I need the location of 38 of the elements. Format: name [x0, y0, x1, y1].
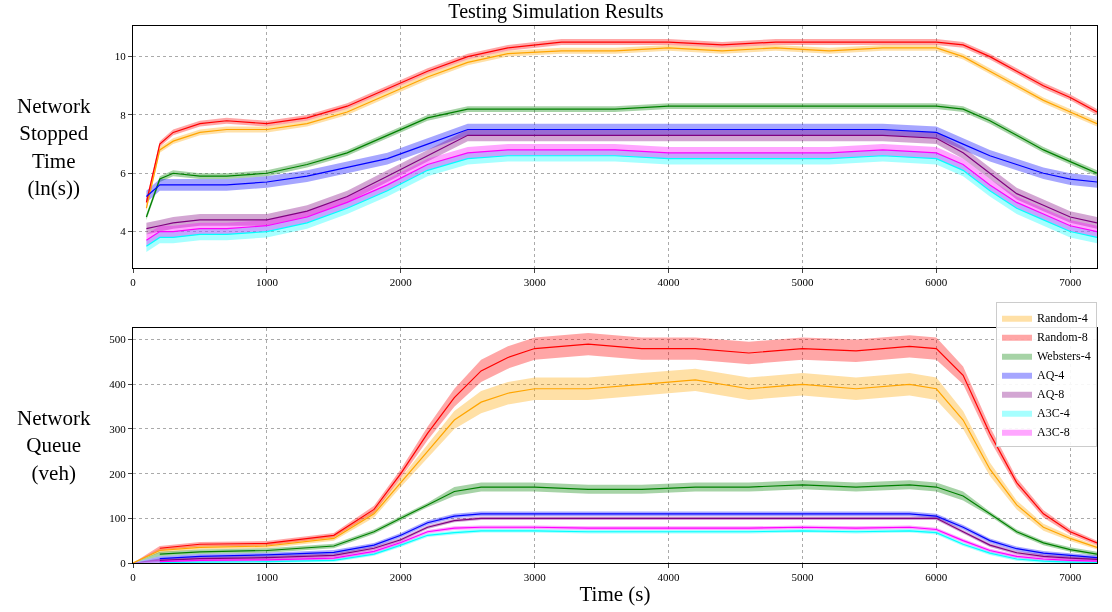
x-tick-label: 1000 — [255, 571, 279, 584]
x-tick-label: 5000 — [791, 571, 814, 584]
y-tick-label: 300 — [109, 422, 127, 435]
x-tick-label: 6000 — [925, 571, 948, 584]
chart-title: Testing Simulation Results — [448, 0, 664, 24]
y-tick-label: 4 — [120, 225, 127, 238]
x-tick-label: 3000 — [523, 571, 547, 584]
legend-label: AQ-8 — [1037, 387, 1065, 402]
x-tick-label: 6000 — [925, 276, 948, 289]
x-tick-label: 7000 — [1059, 571, 1082, 584]
x-tick-label: 1000 — [255, 276, 279, 289]
y-axis-title: Network Stopped Time (ln(s)) — [17, 94, 91, 200]
line-series — [159, 484, 1097, 555]
x-tick-label: 2000 — [389, 571, 413, 584]
x-tick-label: 4000 — [657, 571, 681, 584]
y-tick-label: 400 — [109, 378, 127, 391]
x-tick-label: 0 — [130, 571, 137, 584]
x-tick-label: 7000 — [1059, 276, 1082, 289]
x-tick-label: 0 — [130, 276, 137, 289]
legend-label: AQ-4 — [1037, 368, 1065, 383]
legend-label: Random-4 — [1037, 311, 1088, 326]
y-tick-label: 8 — [120, 108, 127, 121]
y-tick-label: 100 — [109, 512, 127, 525]
y-tick-label: 500 — [109, 333, 127, 346]
y-tick-label: 10 — [114, 50, 127, 63]
x-tick-label: 3000 — [523, 276, 547, 289]
y-axis-title: Network Queue (veh) — [17, 406, 91, 485]
x-tick-label: 5000 — [791, 276, 814, 289]
y-tick-label: 200 — [109, 467, 127, 480]
legend-label: Random-8 — [1037, 330, 1088, 345]
legend-label: A3C-4 — [1037, 406, 1070, 421]
x-axis-title: Time (s) — [579, 582, 651, 607]
legend-label: A3C-8 — [1037, 425, 1070, 440]
x-tick-label: 2000 — [389, 276, 413, 289]
legend-label: Websters-4 — [1037, 349, 1091, 364]
y-tick-label: 6 — [120, 167, 127, 180]
x-tick-label: 4000 — [657, 276, 681, 289]
y-tick-label: 0 — [120, 556, 127, 569]
